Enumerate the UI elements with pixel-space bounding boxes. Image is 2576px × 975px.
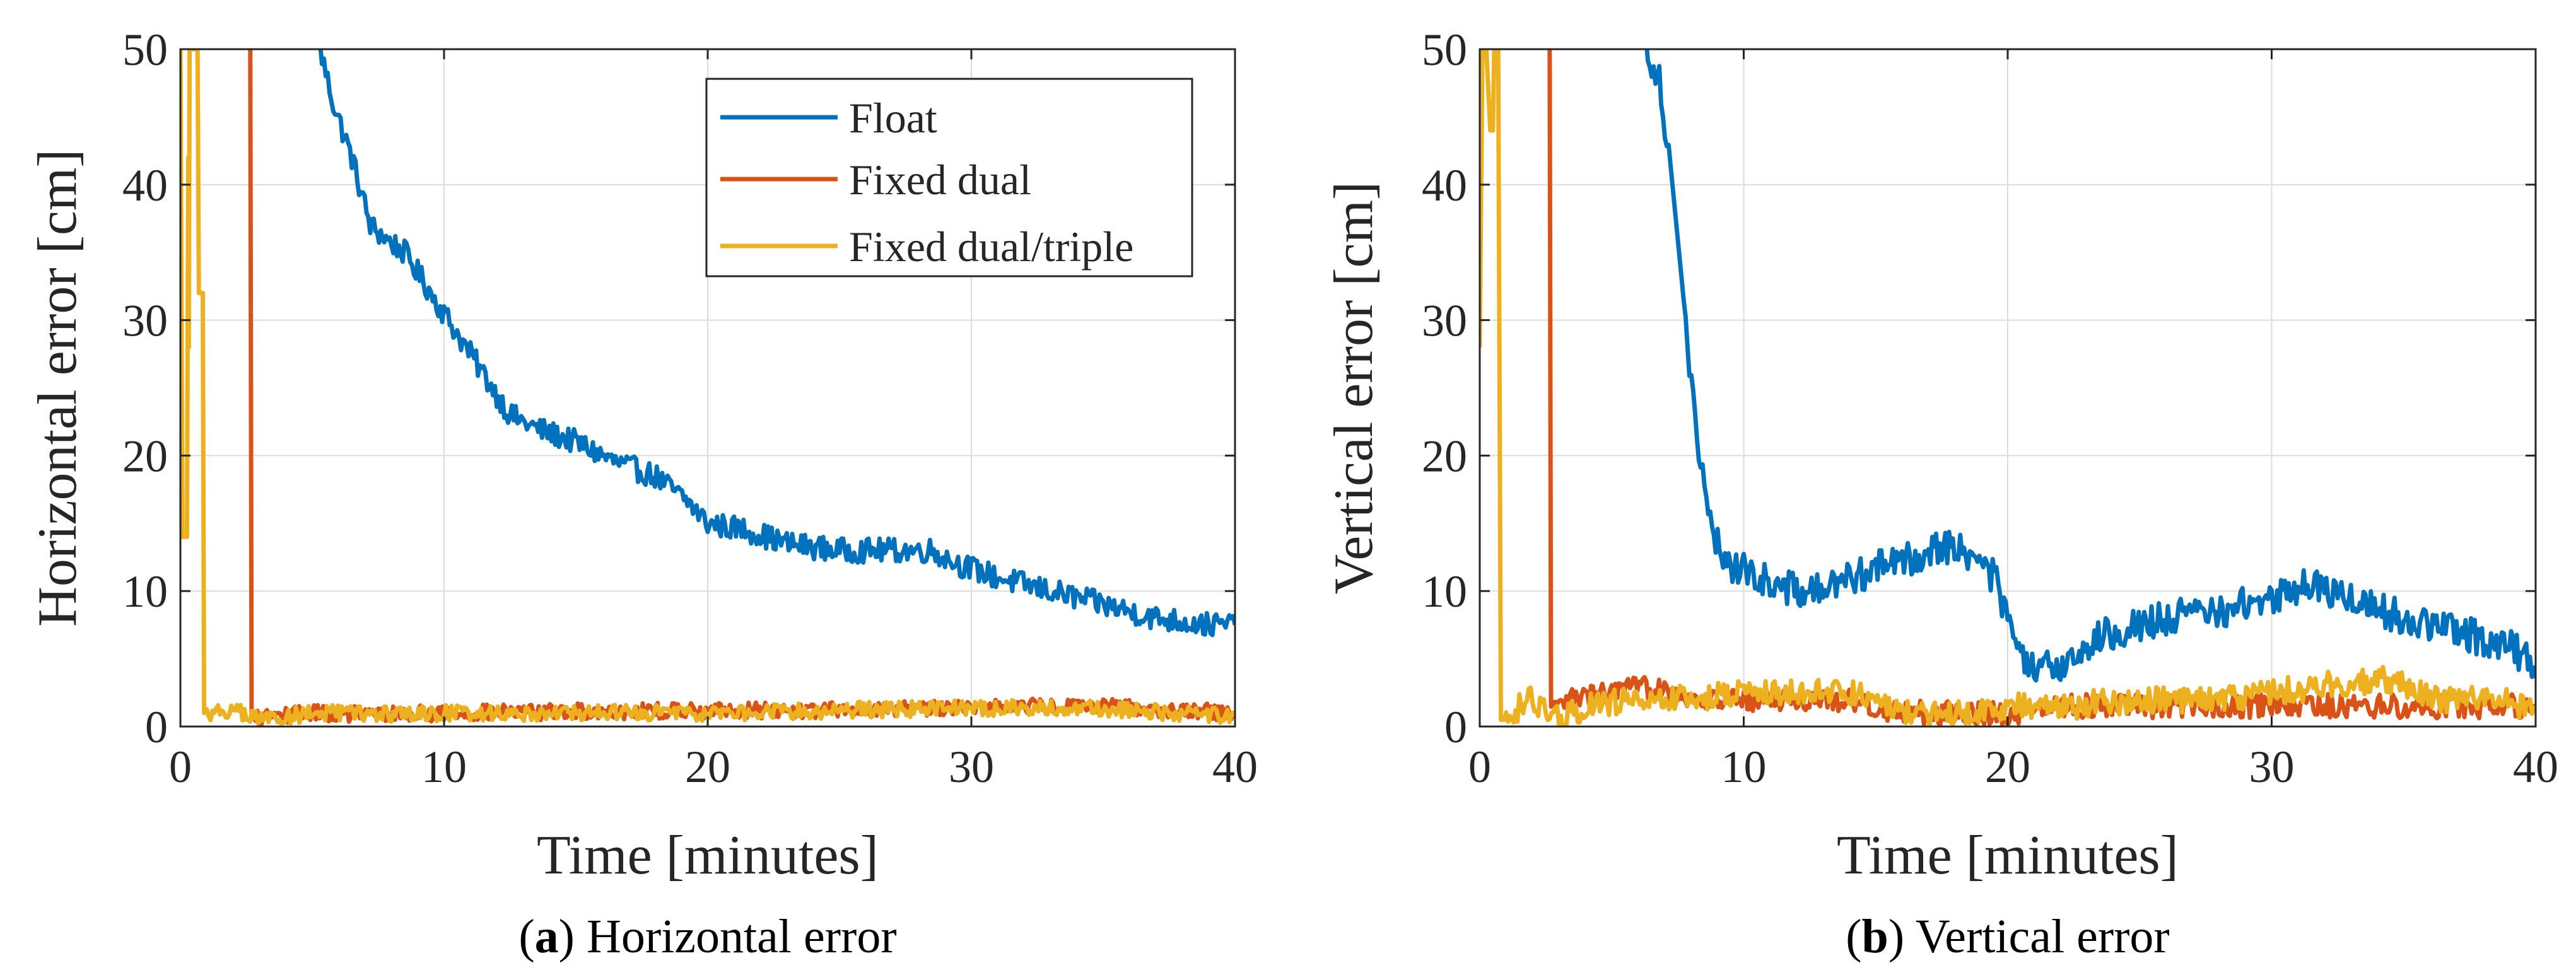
panel-horizontal-error: 0 10 20 30 40 0 10 20 30 40 50 Time [minutes] Hori…: [27, 25, 1258, 963]
x-tick-label-20: 20: [1985, 742, 2030, 792]
x-tick-label-0: 0: [169, 742, 192, 792]
caption-b-close: ): [1888, 910, 1904, 963]
y-tick-label-10: 10: [1422, 566, 1467, 617]
y-tick-label-40: 40: [1422, 160, 1467, 211]
series-line-float-b: [1644, 49, 2536, 683]
y-tick-label-30: 30: [122, 296, 168, 346]
legend-label-fixed-dual: Fixed dual: [849, 156, 1031, 204]
caption-a-open: (: [518, 910, 534, 963]
x-tick-label-20: 20: [685, 742, 730, 792]
y-tick-label-50: 50: [122, 25, 168, 75]
caption-b-open: (: [1846, 910, 1861, 963]
y-axis-label-b: Vertical error [cm]: [1323, 182, 1385, 595]
legend-label-fixed-dual-triple: Fixed dual/triple: [849, 223, 1133, 271]
caption-b-text: Vertical error: [1904, 910, 2170, 963]
series-b: [1480, 49, 2536, 727]
y-tick-label-0: 0: [145, 702, 168, 752]
series-line-float-a: [318, 49, 1235, 638]
y-tick-label-30: 30: [1422, 296, 1467, 346]
series-a: [180, 49, 1235, 727]
plot-area-b: 0 10 20 30 40 0 10 20 30 40 50: [1422, 25, 2558, 792]
ticks-a: 0 10 20 30 40 0 10 20 30 40 50: [122, 25, 1258, 792]
x-tick-label-40: 40: [2513, 742, 2558, 792]
x-tick-label-30: 30: [949, 742, 994, 792]
x-tick-label-10: 10: [421, 742, 467, 792]
y-tick-label-0: 0: [1444, 702, 1467, 752]
y-tick-label-20: 20: [1422, 431, 1467, 481]
ticks-b: 0 10 20 30 40 0 10 20 30 40 50: [1422, 25, 2558, 792]
series-line-fixed-dual-triple-b: [1480, 49, 2536, 727]
caption-a-letter: a: [535, 910, 559, 963]
grid-b: [1480, 49, 2536, 727]
x-tick-label-40: 40: [1212, 742, 1258, 792]
legend-label-float: Float: [849, 94, 937, 142]
x-tick-label-0: 0: [1468, 742, 1491, 792]
y-tick-label-50: 50: [1422, 25, 1467, 75]
x-tick-label-10: 10: [1721, 742, 1767, 792]
x-axis-label-b: Time [minutes]: [1837, 825, 2179, 886]
caption-b-letter: b: [1862, 910, 1888, 963]
y-tick-label-20: 20: [122, 431, 168, 481]
legend: Float Fixed dual Fixed dual/triple: [705, 78, 1193, 277]
y-tick-label-10: 10: [122, 566, 168, 617]
caption-a-close: ): [559, 910, 575, 963]
series-line-fixed-dual-triple-a: [180, 49, 1235, 727]
panel-vertical-error: 0 10 20 30 40 0 10 20 30 40 50 Time [minutes] Vert…: [1323, 25, 2558, 963]
series-line-fixed-dual-b: [1547, 49, 2536, 727]
caption-b: (b) Vertical error: [1846, 910, 2170, 963]
x-axis-label-a: Time [minutes]: [537, 825, 879, 886]
caption-a-text: Horizontal error: [575, 910, 897, 963]
y-tick-label-40: 40: [122, 160, 168, 211]
y-axis-label-a: Horizontal error [cm]: [27, 149, 88, 626]
caption-a: (a) Horizontal error: [518, 910, 896, 963]
x-tick-label-30: 30: [2249, 742, 2295, 792]
